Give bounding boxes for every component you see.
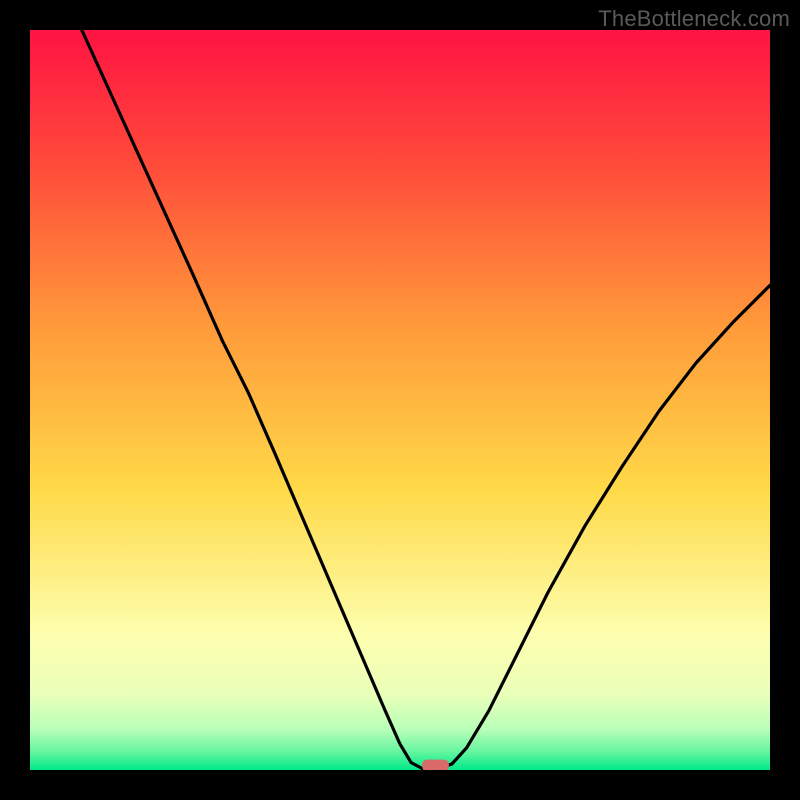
chart-container: TheBottleneck.com [0,0,800,800]
optimal-marker [422,760,449,772]
plot-area [30,30,770,771]
bottleneck-curve-chart [0,0,800,800]
gradient-background [30,30,770,770]
watermark-text: TheBottleneck.com [598,6,790,32]
